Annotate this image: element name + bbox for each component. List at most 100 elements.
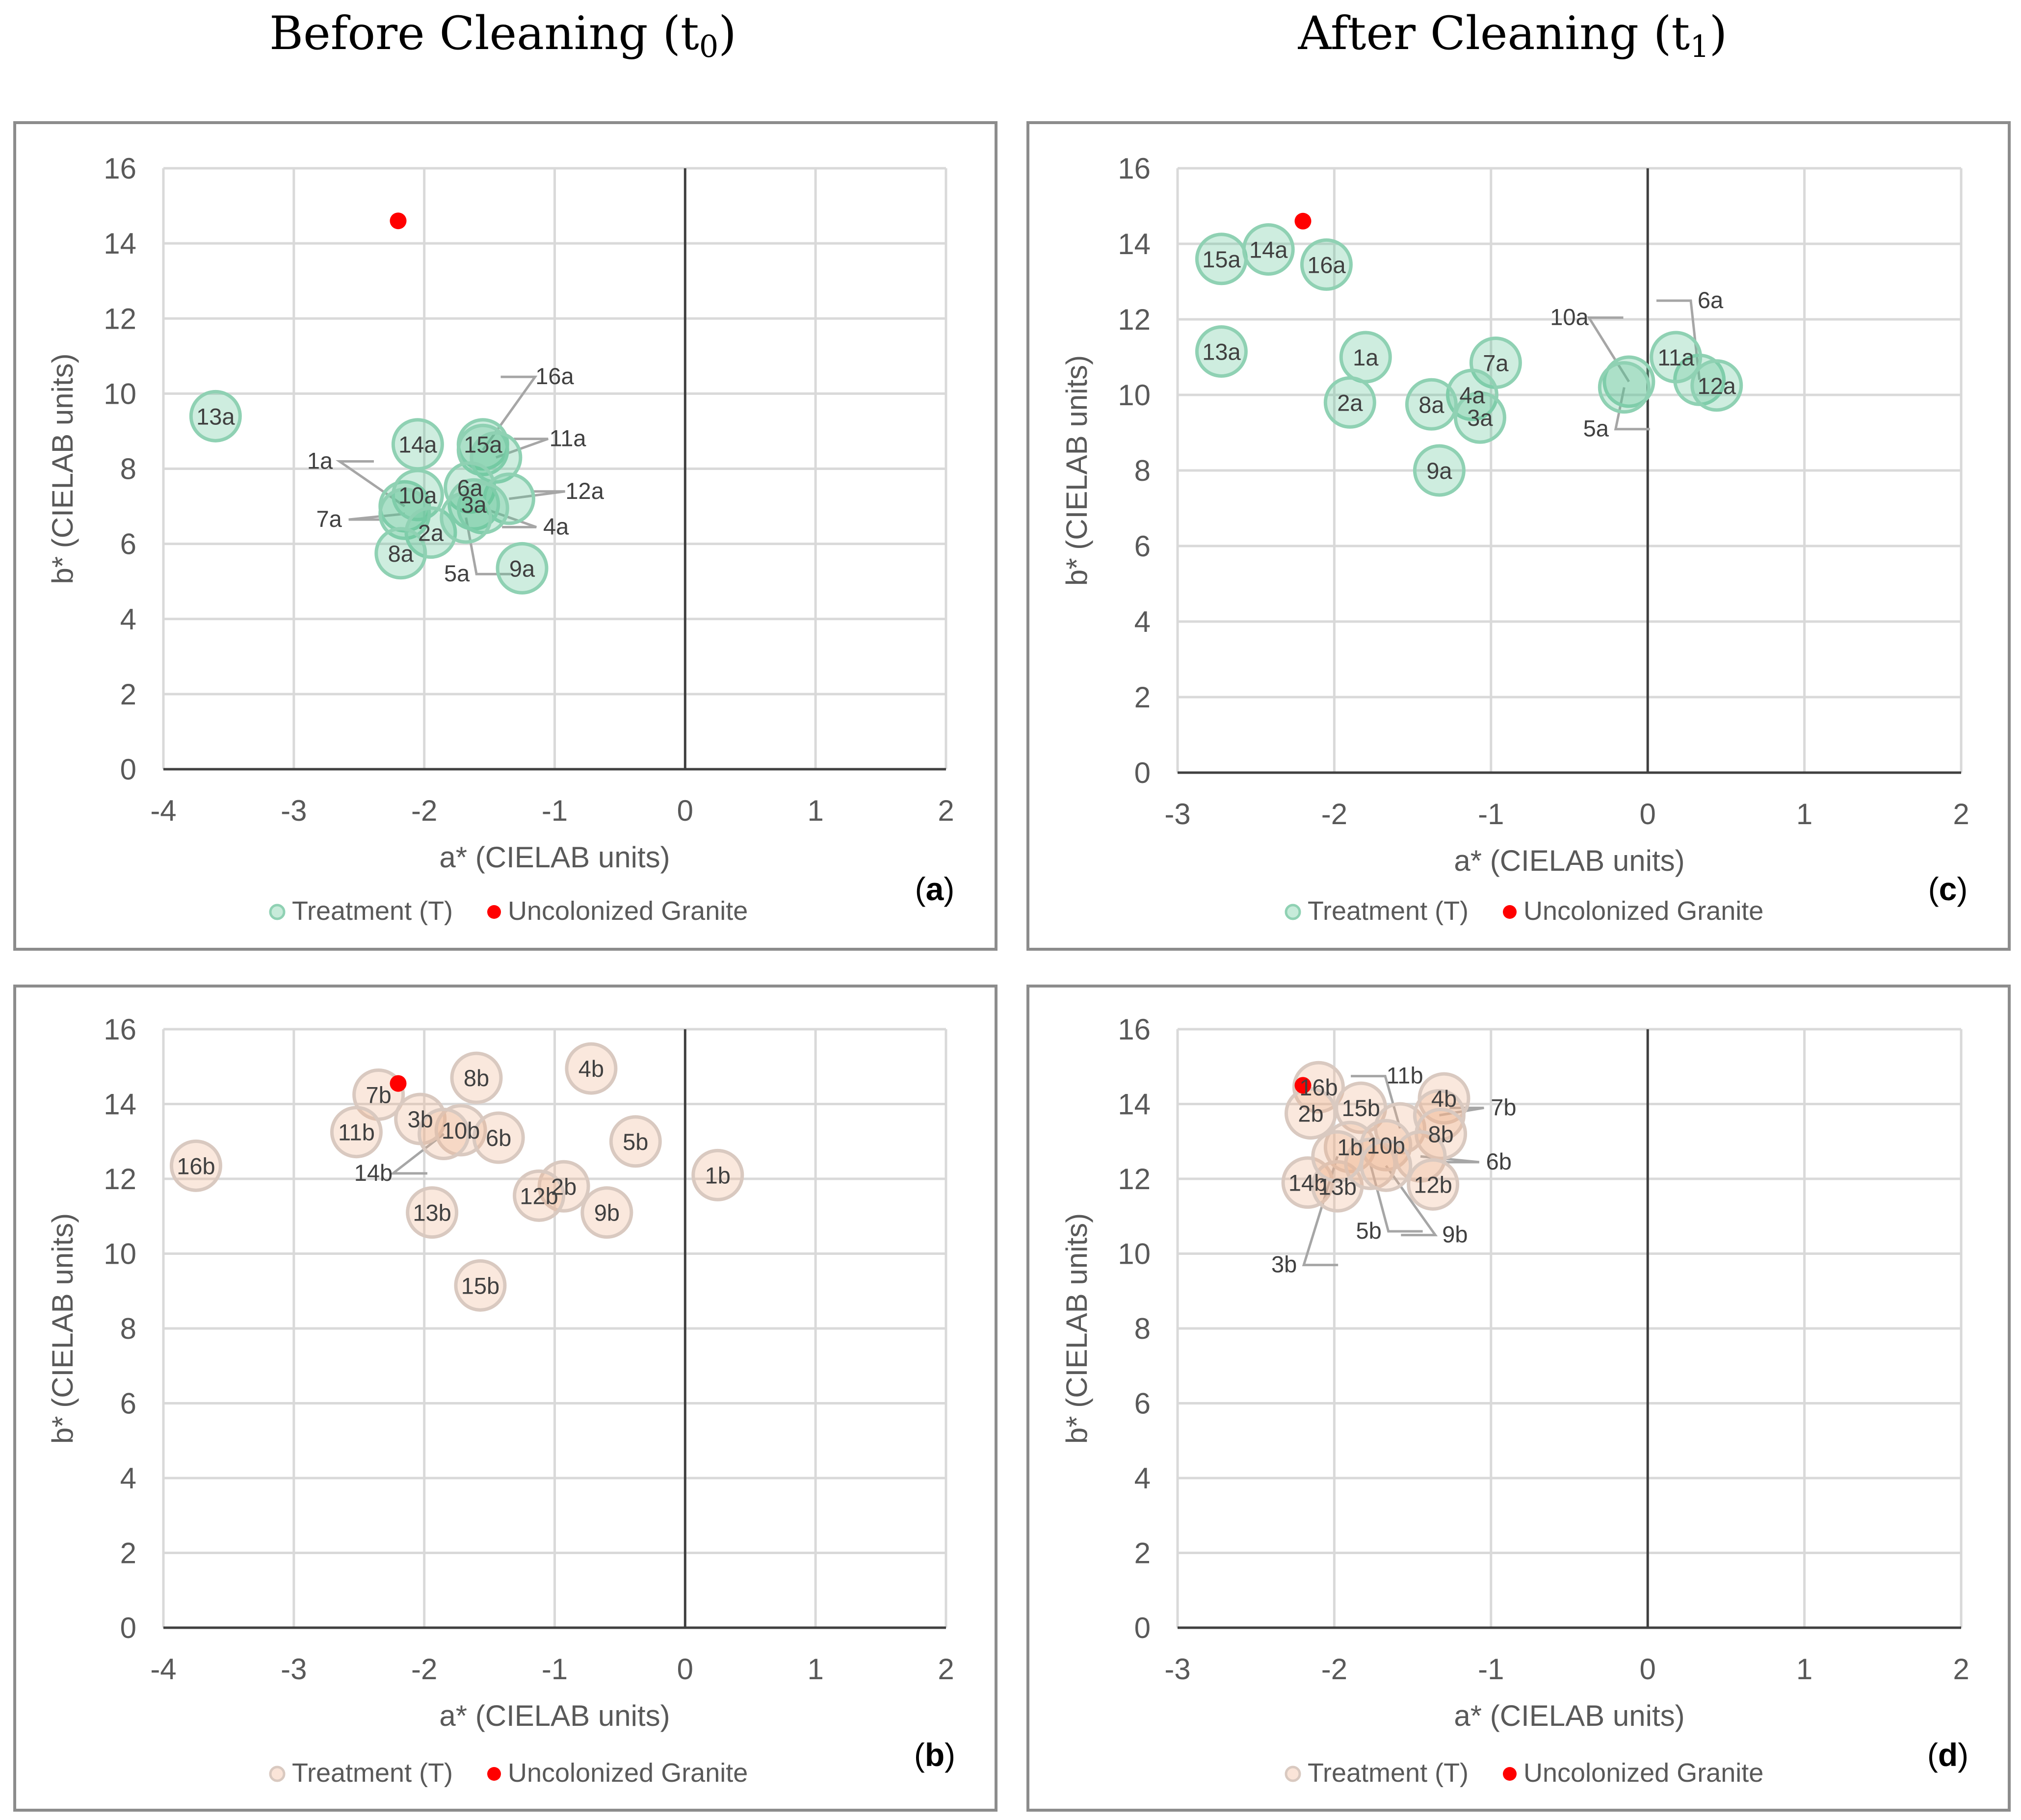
y-tick-label: 6	[120, 528, 136, 561]
legend-granite-label: Uncolonized Granite	[1523, 1758, 1763, 1788]
point-label-1a: 1a	[1353, 344, 1379, 370]
y-tick-label: 0	[120, 1612, 136, 1644]
point-label-13b: 13b	[413, 1200, 451, 1226]
point-11a	[470, 431, 523, 484]
legend-granite-label: Uncolonized Granite	[1523, 896, 1763, 926]
uncolonized-granite-point	[1294, 1077, 1312, 1094]
point-14b	[418, 1108, 471, 1160]
point-13a	[189, 390, 242, 442]
legend-granite-marker	[1503, 1767, 1517, 1781]
point-label-16b: 16b	[177, 1153, 215, 1179]
leader-line-3b	[1302, 1156, 1339, 1267]
point-label-12a: 12a	[1698, 373, 1736, 399]
point-label-4a: 4a	[543, 513, 569, 539]
point-label-7b: 7b	[366, 1082, 391, 1108]
x-tick-label: -2	[411, 1653, 437, 1686]
x-tick-label: 2	[938, 794, 954, 827]
legend-treatment-marker	[1285, 1766, 1301, 1782]
point-12b	[1407, 1158, 1460, 1211]
point-label-5a: 5a	[444, 560, 470, 586]
point-label-8b: 8b	[1428, 1121, 1453, 1147]
y-tick-label: 16	[104, 152, 136, 185]
y-tick-label: 6	[120, 1387, 136, 1420]
y-tick-label: 6	[1134, 1387, 1151, 1420]
point-label-13a: 13a	[196, 403, 235, 429]
right-column-title: After Cleaning (t1)	[1298, 7, 1728, 64]
x-tick-label: -4	[150, 794, 176, 827]
y-tick-label: 12	[104, 1163, 136, 1196]
point-label-3b: 3b	[408, 1106, 433, 1132]
y-tick-label: 0	[1134, 756, 1151, 789]
point-3b	[1311, 1130, 1364, 1183]
legend-treatment-label: Treatment (T)	[292, 1758, 453, 1788]
legend-treatment-label: Treatment (T)	[1308, 1758, 1469, 1788]
point-13b	[406, 1186, 459, 1239]
point-label-8a: 8a	[1418, 391, 1444, 417]
point-label-12a: 12a	[565, 478, 604, 504]
point-label-15b: 15b	[461, 1273, 499, 1299]
point-label-16a: 16a	[535, 363, 574, 389]
point-label-12b: 12b	[520, 1183, 558, 1209]
panel-frame	[13, 121, 997, 951]
point-8a	[1405, 378, 1458, 431]
point-label-14b: 14b	[1288, 1170, 1327, 1196]
leader-line-6a	[1656, 299, 1701, 380]
point-16b	[169, 1139, 222, 1192]
y-tick-label: 6	[1134, 530, 1151, 563]
point-label-7a: 7a	[316, 506, 342, 532]
point-label-12b: 12b	[1414, 1171, 1452, 1197]
panel-letter: (b)	[914, 1737, 955, 1773]
point-2a	[1323, 376, 1376, 429]
x-tick-label: 2	[1953, 798, 1969, 831]
point-11a	[1650, 331, 1703, 384]
point-label-1b: 1b	[1337, 1134, 1363, 1160]
point-label-5a: 5a	[1583, 416, 1609, 442]
x-tick-label: -3	[281, 1653, 307, 1686]
legend-granite-label: Uncolonized Granite	[508, 896, 748, 926]
point-5b	[1344, 1138, 1397, 1190]
uncolonized-granite-point	[390, 212, 407, 230]
leader-line-9b	[1385, 1165, 1438, 1237]
point-5a	[440, 491, 493, 544]
point-label-2b: 2b	[551, 1173, 577, 1199]
panel-frame	[1026, 985, 2011, 1812]
y-tick-label: 12	[1118, 303, 1151, 336]
point-label-1b: 1b	[705, 1162, 731, 1188]
point-label-9a: 9a	[509, 555, 535, 581]
point-12a	[1690, 359, 1743, 412]
y-tick-label: 4	[1134, 1462, 1151, 1495]
point-label-14a: 14a	[398, 432, 437, 458]
point-label-10b: 10b	[1367, 1132, 1405, 1158]
legend-treatment-label: Treatment (T)	[292, 896, 453, 926]
y-tick-label: 8	[120, 453, 136, 486]
leader-line-11a	[496, 438, 549, 459]
x-tick-label: 1	[807, 794, 823, 827]
point-label-2b: 2b	[1298, 1101, 1323, 1127]
point-label-7b: 7b	[1491, 1094, 1516, 1120]
point-13a	[1195, 325, 1248, 378]
left-column-title: Before Cleaning (t0)	[269, 7, 736, 64]
point-5a	[1598, 361, 1651, 414]
y-tick-label: 4	[120, 1462, 136, 1495]
point-label-5b: 5b	[1356, 1218, 1382, 1244]
y-tick-label: 14	[104, 1088, 136, 1121]
legend-treatment-marker	[1285, 904, 1301, 920]
point-label-14b: 14b	[354, 1160, 393, 1186]
point-label-3a: 3a	[1467, 405, 1493, 431]
point-label-13a: 13a	[1202, 338, 1241, 364]
point-label-7a: 7a	[1483, 350, 1509, 376]
x-tick-label: -3	[1164, 1653, 1190, 1686]
legend-granite-marker	[487, 1767, 501, 1781]
x-tick-label: 1	[1796, 1653, 1812, 1686]
x-tick-label: -2	[1321, 1653, 1347, 1686]
point-4b	[565, 1042, 618, 1095]
x-axis-label: a* (CIELAB units)	[1454, 1699, 1684, 1732]
y-tick-label: 4	[120, 603, 136, 636]
point-16a	[1300, 238, 1353, 291]
x-tick-label: -4	[150, 1653, 176, 1686]
point-label-9a: 9a	[1426, 458, 1452, 484]
y-axis-label: b* (CIELAB units)	[1060, 1213, 1093, 1444]
